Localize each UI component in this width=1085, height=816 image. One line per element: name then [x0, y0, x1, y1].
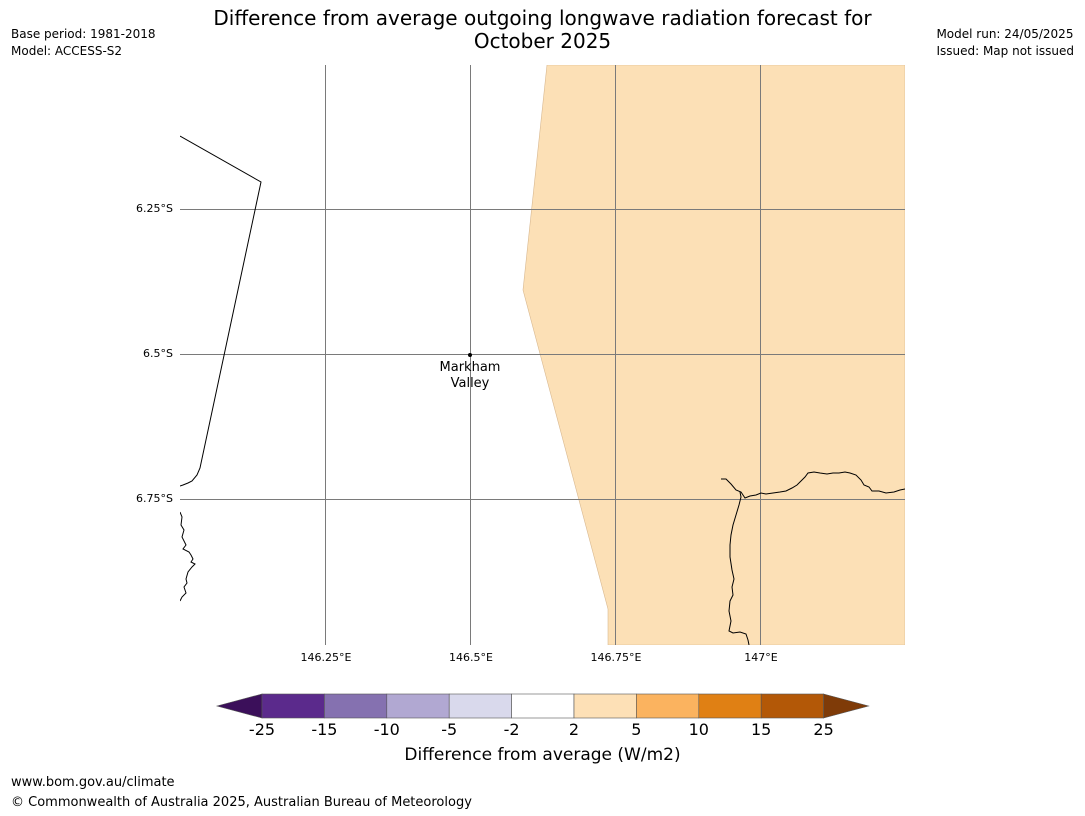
coastline-river-inlet	[728, 491, 750, 645]
meta-right: Model run: 24/05/2025 Issued: Map not is…	[936, 26, 1074, 60]
colorbar-extend-low	[215, 693, 263, 719]
lat-label-1: 6.25°S	[136, 202, 173, 215]
map-title-line2: October 2025	[473, 29, 612, 53]
colorbar-segment	[386, 693, 450, 719]
lon-label-3: 146.75°E	[590, 651, 642, 664]
place-label-line1: Markham	[439, 360, 501, 375]
lon-label-1: 146.25°E	[300, 651, 352, 664]
colorbar-segment	[573, 693, 637, 719]
colorbar-tick-label: 2	[568, 720, 580, 739]
colorbar-tick-label: 15	[751, 720, 772, 739]
footer-copyright: © Commonwealth of Australia 2025, Austra…	[11, 795, 472, 810]
colorbar-tick-label: -10	[373, 720, 400, 739]
lat-label-2: 6.5°S	[143, 347, 173, 360]
colorbar-extend-high	[823, 693, 870, 719]
lon-label-4: 147°E	[744, 651, 778, 664]
place-marker	[468, 353, 472, 357]
colorbar-tick-label: -25	[248, 720, 276, 739]
issued-text: Issued: Map not issued	[936, 44, 1074, 58]
boundary-line-west	[180, 135, 262, 487]
colorbar-segments	[215, 693, 870, 719]
colorbar-label: Difference from average (W/m2)	[404, 745, 681, 765]
lat-label-3: 6.75°S	[136, 492, 173, 505]
lon-label-2: 146.5°E	[449, 651, 493, 664]
colorbar-segment	[448, 693, 512, 719]
colorbar-segment	[511, 693, 575, 719]
model-text: Model: ACCESS-S2	[11, 44, 123, 58]
colorbar-segment	[261, 693, 325, 719]
colorbar-tick-label: 5	[631, 720, 642, 739]
base-period-text: Base period: 1981-2018	[11, 27, 156, 41]
model-run-text: Model run: 24/05/2025	[936, 27, 1074, 41]
colorbar	[215, 693, 870, 719]
coastline-east	[721, 471, 905, 499]
meta-left: Base period: 1981-2018 Model: ACCESS-S2	[11, 26, 156, 60]
map-title-line1: Difference from average outgoing longwav…	[213, 6, 872, 30]
colorbar-segment	[760, 693, 824, 719]
place-label: Markham Valley	[420, 360, 520, 392]
colorbar-segment	[698, 693, 762, 719]
place-label-line2: Valley	[450, 376, 490, 391]
map-canvas	[180, 65, 905, 645]
colorbar-tick-label: -15	[311, 720, 338, 739]
colorbar-tick-label: -2	[503, 720, 520, 739]
map-title: Difference from average outgoing longwav…	[180, 7, 905, 53]
coastline-west	[180, 511, 196, 602]
colorbar-segment	[636, 693, 700, 719]
colorbar-tick-label: 10	[688, 720, 709, 739]
colorbar-tick-label: 25	[813, 720, 834, 739]
gridlines	[180, 65, 905, 645]
map-panel	[180, 65, 905, 645]
colorbar-tick-label: -5	[441, 720, 458, 739]
coastlines	[180, 135, 905, 645]
colorbar-segment	[324, 693, 388, 719]
footer-url: www.bom.gov.au/climate	[11, 775, 175, 790]
